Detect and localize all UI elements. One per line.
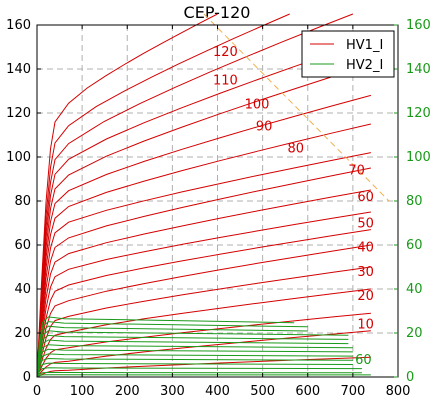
hv2-curve-label: 60: [355, 353, 372, 368]
hv1-curve: [36, 123, 372, 378]
hv1-curve-label: 10: [357, 318, 374, 333]
hv1-curve-label: 90: [256, 120, 273, 135]
hv2-curve: [36, 371, 362, 378]
hv1-curve: [36, 312, 371, 378]
y-tick-label: 160: [6, 18, 31, 33]
legend-label-hv2: HV2_I: [346, 58, 383, 73]
hv1-curve: [36, 13, 354, 378]
y-tick-label: 120: [6, 106, 31, 121]
x-tick-label: 200: [115, 384, 140, 399]
hv2-curve: [36, 353, 353, 378]
hv1-curve-label: 120: [213, 45, 238, 60]
dashed-line-group: [203, 13, 390, 202]
hv1-curve-label: 80: [287, 142, 304, 157]
legend-label-hv1: HV1_I: [346, 38, 383, 53]
y-tick-label: 60: [14, 238, 31, 253]
hv1-curve: [36, 94, 372, 378]
x-tick-label: 700: [340, 384, 365, 399]
hv2-curve: [36, 374, 371, 378]
hv2-curves: [36, 316, 371, 378]
hv1-curve: [36, 189, 371, 378]
y-tick-label: 40: [14, 282, 31, 297]
y2-tick-label: 20: [406, 326, 423, 341]
x-tick-label: 600: [295, 384, 320, 399]
x-tick-label: 300: [160, 384, 185, 399]
y2-tick-label: 0: [406, 370, 414, 385]
y-tick-label: 140: [6, 62, 31, 77]
x-tick-label: 500: [250, 384, 275, 399]
hv1-curve: [36, 211, 371, 378]
hv1-curve-label: 100: [245, 98, 270, 113]
hv2-curve: [36, 362, 353, 378]
hv1-curve: [36, 244, 371, 378]
curve-labels: 120 110 100 90 80 70 60 50 40 30 20 10 60: [213, 45, 374, 368]
y-tick-label: 80: [14, 194, 31, 209]
chart-title: CEP-120: [184, 3, 251, 22]
hv1-curve: [36, 13, 290, 378]
y-tick-label: 0: [23, 370, 31, 385]
hv1-curve-label: 20: [357, 289, 374, 304]
hv1-curve: [36, 330, 371, 378]
x-tick-label: 0: [33, 384, 41, 399]
y2-tick-label: 140: [406, 62, 431, 77]
hv1-curve-label: 30: [357, 265, 374, 280]
legend-box: [301, 30, 395, 78]
hv1-curve: [36, 13, 218, 378]
hv1-curve-label: 110: [213, 73, 238, 88]
hv1-curve-label: 40: [357, 241, 374, 256]
hv1-curve: [36, 64, 372, 378]
ticks: 0 100 200 300 400 500 600 700 800020406080100120…: [6, 18, 431, 399]
hv1-curve-label: 60: [357, 190, 374, 205]
y2-tick-label: 60: [406, 238, 423, 253]
y-tick-label: 20: [14, 326, 31, 341]
hv1-curve: [36, 167, 371, 378]
x-tick-label: 800: [386, 384, 411, 399]
hv2-curve: [36, 367, 362, 378]
hv1-curve: [36, 39, 372, 378]
x-tick-label: 400: [205, 384, 230, 399]
y2-tick-label: 80: [406, 194, 423, 209]
dashed-line: [203, 13, 390, 202]
hv2-curve: [36, 357, 353, 378]
legend: HV1_I HV2_I: [301, 30, 395, 78]
hv1-curve-label: 50: [357, 216, 374, 231]
y2-tick-label: 120: [406, 106, 431, 121]
hv1-curve-label: 70: [348, 164, 365, 179]
y2-tick-label: 100: [406, 150, 431, 165]
y-tick-label: 100: [6, 150, 31, 165]
hv1-curve: [36, 229, 371, 378]
y2-tick-label: 40: [406, 282, 423, 297]
y2-tick-label: 160: [406, 18, 431, 33]
x-tick-label: 100: [70, 384, 95, 399]
hv1-curve: [36, 152, 371, 378]
hv1-curve: [36, 288, 371, 378]
